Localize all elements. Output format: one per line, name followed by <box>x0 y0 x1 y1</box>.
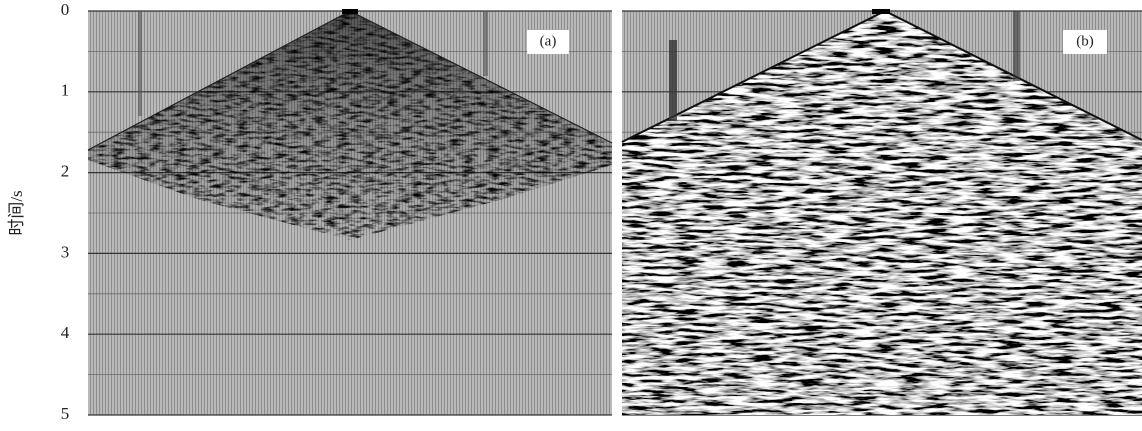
y-tick-label: 5 <box>61 404 70 423</box>
y-tick-label: 2 <box>61 162 70 181</box>
panel-b-noise-trace <box>1013 11 1020 81</box>
y-tick-label: 1 <box>61 81 70 100</box>
panel-a-label: (a) <box>540 33 557 49</box>
panel-b-noise-trace <box>669 40 677 120</box>
panel-b-apex <box>872 9 890 14</box>
y-tick-label: 3 <box>61 242 70 261</box>
y-tick-label: 4 <box>61 323 70 342</box>
panel-b-label: (b) <box>1076 33 1094 49</box>
y-tick-label: 0 <box>61 0 70 19</box>
panel-a-label-box <box>527 30 569 54</box>
panel-a-apex <box>342 9 358 14</box>
panel-b-label-box <box>1063 30 1107 54</box>
y-axis-label: 时间/s <box>7 190 26 235</box>
panel-a-noise-trace <box>483 11 488 76</box>
y-ticks: 0 1 2 3 4 5 <box>61 0 70 423</box>
panel-a-noise-trace <box>138 11 142 116</box>
